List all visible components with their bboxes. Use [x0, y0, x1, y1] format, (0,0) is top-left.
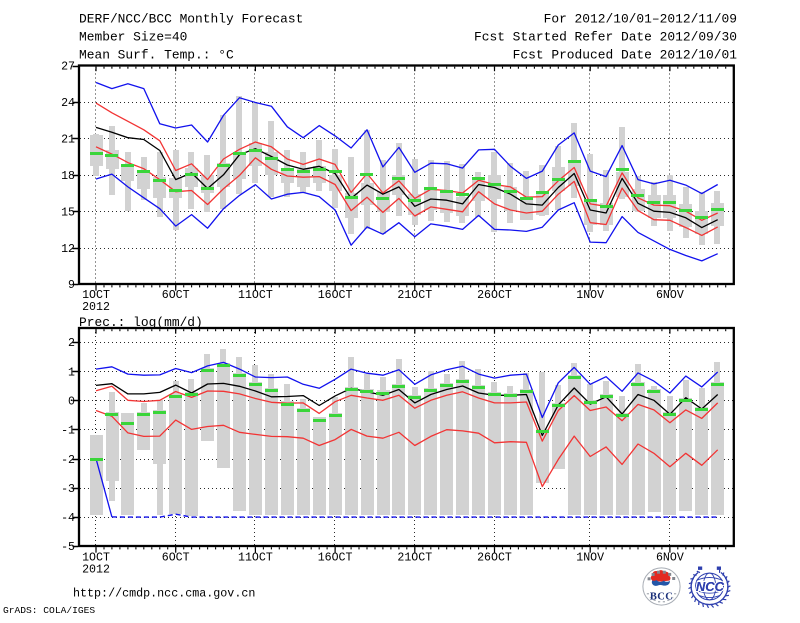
svg-text:Mean Surf. Temp.: °C: Mean Surf. Temp.: °C	[79, 48, 234, 63]
svg-text:9: 9	[68, 279, 75, 292]
svg-text:1NOV: 1NOV	[576, 552, 604, 565]
svg-text:15: 15	[61, 206, 75, 219]
svg-text:http://cmdp.ncc.cma.gov.cn: http://cmdp.ncc.cma.gov.cn	[73, 587, 255, 601]
svg-text:DERF/NCC/BCC Monthly Forecast: DERF/NCC/BCC Monthly Forecast	[79, 12, 303, 27]
svg-text:For 2012/10/01–2012/11/09: For 2012/10/01–2012/11/09	[544, 12, 737, 27]
svg-text:BCC: BCC	[650, 592, 673, 603]
svg-text:-5: -5	[61, 541, 75, 554]
svg-text:16OCT: 16OCT	[318, 289, 353, 302]
svg-text:1: 1	[68, 366, 75, 379]
svg-text:Fcst Produced Date 2012/10/01: Fcst Produced Date 2012/10/01	[513, 48, 738, 63]
svg-text:11OCT: 11OCT	[238, 289, 273, 302]
svg-text:-3: -3	[61, 483, 75, 496]
svg-text:-2: -2	[61, 454, 75, 467]
svg-text:21OCT: 21OCT	[397, 552, 432, 565]
svg-text:-4: -4	[61, 512, 75, 525]
svg-text:16OCT: 16OCT	[318, 552, 353, 565]
svg-text:12: 12	[61, 243, 75, 256]
svg-text:Member Size=40: Member Size=40	[79, 30, 187, 45]
svg-text:NCC: NCC	[696, 579, 725, 594]
svg-text:2012: 2012	[82, 564, 110, 577]
svg-text:11OCT: 11OCT	[238, 552, 273, 565]
svg-text:2: 2	[68, 337, 75, 350]
svg-text:0: 0	[68, 396, 75, 409]
svg-text:24: 24	[61, 97, 75, 110]
svg-text:21OCT: 21OCT	[397, 289, 432, 302]
svg-text:18: 18	[61, 170, 75, 183]
svg-text:GrADS: COLA/IGES: GrADS: COLA/IGES	[3, 605, 95, 616]
svg-text:6OCT: 6OCT	[162, 552, 190, 565]
svg-text:27: 27	[61, 61, 75, 74]
svg-text:6NOV: 6NOV	[656, 289, 684, 302]
svg-text:6OCT: 6OCT	[162, 289, 190, 302]
svg-text:-1: -1	[61, 425, 75, 438]
svg-text:Fcst Started Refer Date 2012/0: Fcst Started Refer Date 2012/09/30	[474, 30, 737, 45]
svg-text:2012: 2012	[82, 301, 110, 314]
svg-text:21: 21	[61, 134, 75, 147]
svg-text:1NOV: 1NOV	[576, 289, 604, 302]
svg-text:6NOV: 6NOV	[656, 552, 684, 565]
svg-text:26OCT: 26OCT	[477, 289, 512, 302]
svg-text:26OCT: 26OCT	[477, 552, 512, 565]
